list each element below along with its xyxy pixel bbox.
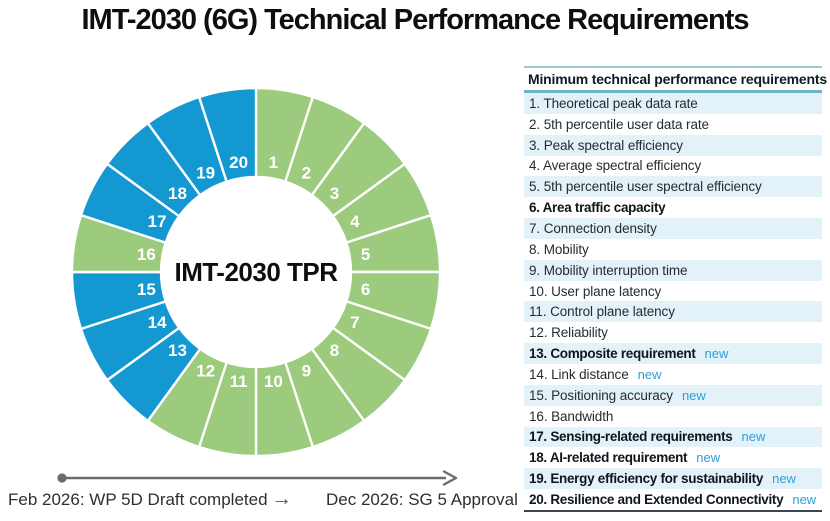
- requirement-label: 16. Bandwidth: [529, 408, 614, 424]
- requirement-row: 14. Link distance new: [524, 364, 822, 385]
- donut-segment-label: 15: [137, 280, 156, 299]
- table-bottom-rule: [524, 509, 822, 512]
- requirement-label: 14. Link distance: [529, 366, 629, 382]
- donut-chart: 1234567891011121314151617181920IMT-2030 …: [70, 86, 442, 458]
- donut-segment-label: 2: [302, 164, 311, 183]
- timeline-left-label: Feb 2026: WP 5D Draft completed: [8, 490, 268, 509]
- donut-center-label: IMT-2030 TPR: [174, 257, 338, 287]
- donut-segment-label: 20: [229, 153, 248, 172]
- requirement-label: 11. Control plane latency: [529, 304, 675, 320]
- requirement-label: 17. Sensing-related requirements: [529, 429, 733, 445]
- donut-segment-label: 11: [230, 372, 248, 391]
- requirement-label: 12. Reliability: [529, 325, 608, 341]
- requirement-row: 2. 5th percentile user data rate: [524, 114, 822, 135]
- requirement-row: 8. Mobility: [524, 239, 822, 260]
- donut-segment-label: 5: [361, 245, 370, 264]
- requirements-table-rows: 1. Theoretical peak data rate 2. 5th perc…: [524, 93, 822, 510]
- requirement-row: 10. User plane latency: [524, 281, 822, 302]
- requirement-row: 13. Composite requirement new: [524, 343, 822, 364]
- donut-segment-label: 3: [330, 184, 339, 203]
- requirement-row: 6. Area traffic capacity: [524, 197, 822, 218]
- timeline-arrowhead-icon: [442, 470, 458, 486]
- timeline-arrow: [57, 470, 458, 486]
- requirement-label: 5. 5th percentile user spectral efficien…: [529, 179, 762, 195]
- donut-segment-label: 17: [148, 212, 167, 231]
- new-badge: new: [696, 450, 721, 466]
- requirement-row: 9. Mobility interruption time: [524, 259, 822, 281]
- requirement-row: 5. 5th percentile user spectral efficien…: [524, 176, 822, 198]
- requirement-label: 2. 5th percentile user data rate: [529, 116, 709, 132]
- requirement-row: 16. Bandwidth: [524, 406, 822, 427]
- donut-segment-label: 18: [168, 184, 187, 203]
- requirement-row: 15. Positioning accuracy new: [524, 384, 822, 406]
- requirement-label: 19. Energy efficiency for sustainability: [529, 471, 764, 487]
- requirement-label: 4. Average spectral efficiency: [529, 158, 702, 174]
- donut-segment-label: 1: [269, 153, 278, 172]
- requirement-row: 18. AI-related requirement new: [524, 447, 822, 468]
- donut-segment-label: 4: [350, 212, 360, 231]
- right-arrow-icon: →: [271, 487, 292, 510]
- donut-segment-label: 6: [361, 280, 370, 299]
- requirement-label: 6. Area traffic capacity: [529, 200, 666, 216]
- donut-segment-label: 8: [330, 341, 339, 360]
- requirement-label: 20. Resilience and Extended Connectivity: [529, 491, 784, 507]
- requirement-row: 12. Reliability: [524, 322, 822, 343]
- donut-segment-label: 19: [196, 164, 215, 183]
- requirement-label: 15. Positioning accuracy: [529, 387, 673, 403]
- donut-segment-label: 9: [302, 361, 311, 380]
- new-badge: new: [681, 387, 706, 403]
- donut-segment-label: 7: [350, 313, 359, 332]
- new-badge: new: [741, 429, 766, 445]
- requirement-label: 10. User plane latency: [529, 283, 662, 299]
- requirement-label: 1. Theoretical peak data rate: [529, 95, 698, 111]
- timeline-start-dot: [57, 473, 67, 483]
- requirement-label: 3. Peak spectral efficiency: [529, 137, 683, 153]
- new-badge: new: [772, 471, 796, 487]
- page-title: IMT-2030 (6G) Technical Performance Requ…: [81, 4, 749, 36]
- timeline-right-label: Dec 2026: SG 5 Approval: [326, 490, 518, 509]
- donut-segment-label: 16: [137, 245, 156, 264]
- requirement-row: 4. Average spectral efficiency: [524, 156, 822, 177]
- requirement-row: 11. Control plane latency: [524, 301, 822, 323]
- requirement-label: 7. Connection density: [529, 220, 657, 236]
- requirement-row: 7. Connection density: [524, 218, 822, 239]
- requirement-label: 13. Composite requirement: [529, 346, 696, 362]
- new-badge: new: [704, 346, 729, 362]
- requirement-row: 20. Resilience and Extended Connectivity…: [524, 489, 822, 510]
- donut-segment-label: 13: [168, 341, 187, 360]
- donut-segment-label: 14: [148, 313, 167, 332]
- new-badge: new: [637, 366, 662, 382]
- requirements-table-header: Minimum technical performance requiremen…: [524, 66, 827, 93]
- requirements-panel: Minimum technical performance requiremen…: [524, 66, 827, 512]
- requirement-row: 3. Peak spectral efficiency: [524, 134, 822, 156]
- donut-segment-label: 12: [196, 361, 215, 380]
- donut-segment-label: 10: [264, 372, 283, 391]
- requirement-label: 18. AI-related requirement: [529, 450, 688, 466]
- donut-segment-20: [197, 86, 258, 184]
- requirement-row: 19. Energy efficiency for sustainability…: [524, 468, 822, 490]
- requirement-row: 1. Theoretical peak data rate: [524, 93, 822, 114]
- requirement-label: 8. Mobility: [529, 241, 589, 257]
- new-badge: new: [792, 491, 817, 507]
- requirement-label: 9. Mobility interruption time: [529, 262, 688, 278]
- requirement-row: 17. Sensing-related requirements new: [524, 426, 822, 448]
